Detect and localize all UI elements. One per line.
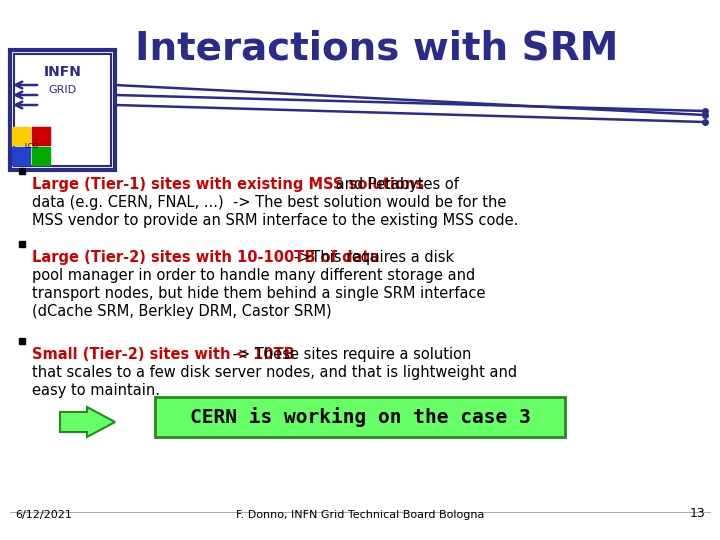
Polygon shape [60, 407, 115, 437]
Bar [32, 127, 50, 145]
Text: GRID: GRID [48, 85, 76, 95]
Text: pool manager in order to handle many different storage and: pool manager in order to handle many dif… [32, 268, 475, 283]
Text: ->This requires a disk: ->This requires a disk [289, 250, 454, 265]
Text: 13: 13 [689, 507, 705, 520]
Text: Large (Tier-2) sites with 10-100TB of data: Large (Tier-2) sites with 10-100TB of da… [32, 250, 379, 265]
Bar [10, 50, 115, 170]
Text: LCG: LCG [24, 143, 38, 149]
Text: INFN: INFN [44, 65, 81, 79]
Text: data (e.g. CERN, FNAL, ...)  -> The best solution would be for the: data (e.g. CERN, FNAL, ...) -> The best … [32, 195, 506, 210]
Text: Small (Tier-2) sites with < 10TB: Small (Tier-2) sites with < 10TB [32, 347, 294, 362]
Bar [155, 397, 565, 437]
Text: transport nodes, but hide them behind a single SRM interface: transport nodes, but hide them behind a … [32, 286, 485, 301]
Text: and Petabytes of: and Petabytes of [331, 177, 459, 192]
Text: that scales to a few disk server nodes, and that is lightweight and: that scales to a few disk server nodes, … [32, 365, 517, 380]
Text: 6/12/2021: 6/12/2021 [15, 510, 72, 520]
Text: easy to maintain.: easy to maintain. [32, 383, 160, 398]
Bar [12, 127, 30, 145]
Text: MSS vendor to provide an SRM interface to the existing MSS code.: MSS vendor to provide an SRM interface t… [32, 213, 518, 228]
Text: -> These sites require a solution: -> These sites require a solution [228, 347, 472, 362]
Bar [32, 147, 50, 165]
Text: CERN is working on the case 3: CERN is working on the case 3 [189, 407, 531, 427]
Text: Large (Tier-1) sites with existing MSS solutions: Large (Tier-1) sites with existing MSS s… [32, 177, 424, 192]
Bar [12, 147, 30, 165]
Bar [14, 54, 111, 166]
Text: F. Donno, INFN Grid Technical Board Bologna: F. Donno, INFN Grid Technical Board Bolo… [236, 510, 484, 520]
Text: Interactions with SRM: Interactions with SRM [135, 30, 618, 68]
Text: (dCache SRM, Berkley DRM, Castor SRM): (dCache SRM, Berkley DRM, Castor SRM) [32, 304, 332, 319]
